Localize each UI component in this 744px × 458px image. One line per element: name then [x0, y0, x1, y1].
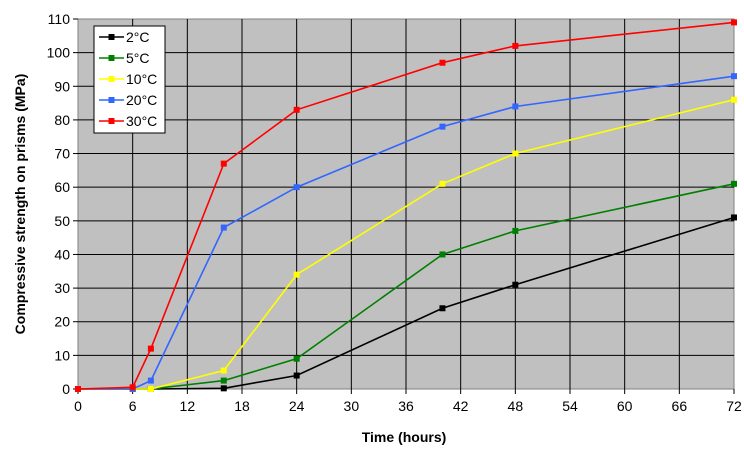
x-tick-label: 72 [726, 398, 742, 414]
legend: 2°C 5°C 10°C 20°C 30°C [93, 25, 166, 134]
legend-label: 10°C [126, 71, 157, 87]
data-point [220, 385, 227, 392]
legend-label: 2°C [126, 29, 150, 45]
grid [78, 19, 734, 389]
data-point [439, 305, 446, 312]
data-point [293, 184, 300, 191]
data-point [147, 386, 154, 392]
y-tick-label: 20 [54, 314, 70, 330]
y-tick-label: 80 [54, 112, 70, 128]
series-line [77, 21, 735, 390]
x-tick-label: 0 [74, 398, 82, 414]
data-point [439, 251, 446, 258]
data-point [731, 214, 737, 221]
data-point [293, 106, 300, 113]
data-point [147, 345, 154, 352]
series-layer [75, 19, 737, 392]
data-point [293, 271, 300, 278]
data-point [293, 372, 300, 379]
legend-swatch-marker [108, 76, 115, 82]
legend-swatch-marker [108, 55, 115, 61]
y-axis-ticks: 0 10 20 30 40 50 60 70 80 90 100 110 [47, 11, 78, 397]
x-tick-label: 12 [180, 398, 196, 414]
data-point [147, 377, 154, 384]
data-point [731, 180, 737, 187]
x-tick-label: 66 [672, 398, 688, 414]
series-4 [75, 19, 737, 392]
data-point [512, 281, 519, 288]
series-3 [75, 73, 737, 392]
data-point [293, 355, 300, 362]
x-tick-label: 36 [398, 398, 414, 414]
x-tick-label: 60 [617, 398, 633, 414]
x-tick-label: 48 [508, 398, 524, 414]
data-point [731, 19, 737, 26]
y-tick-label: 70 [54, 146, 70, 162]
y-tick-label: 30 [54, 280, 70, 296]
y-tick-label: 50 [54, 213, 70, 229]
legend-swatch-marker [108, 118, 115, 124]
data-point [220, 367, 227, 374]
x-tick-label: 42 [453, 398, 469, 414]
data-point [220, 224, 227, 231]
x-tick-label: 6 [129, 398, 137, 414]
x-tick-label: 18 [234, 398, 250, 414]
x-axis-ticks: 0 6 12 18 24 30 36 42 48 54 60 66 72 [74, 389, 742, 414]
y-tick-label: 60 [54, 179, 70, 195]
x-tick-label: 54 [562, 398, 578, 414]
y-tick-label: 40 [54, 246, 70, 262]
data-point [220, 160, 227, 167]
legend-label: 5°C [126, 50, 150, 66]
data-point [731, 73, 737, 80]
y-tick-label: 110 [48, 11, 71, 27]
data-point [439, 123, 446, 130]
x-tick-label: 30 [344, 398, 360, 414]
x-axis-title: Time (hours) [362, 429, 447, 445]
data-point [512, 42, 519, 49]
data-point [129, 384, 136, 391]
y-tick-label: 90 [54, 78, 70, 94]
legend-swatch-marker [108, 97, 115, 103]
series-line [78, 98, 735, 390]
series-line [78, 75, 735, 390]
data-point [512, 150, 519, 157]
y-tick-label: 0 [62, 381, 70, 397]
legend-swatch-marker [108, 34, 115, 40]
y-axis-title: Compressive strength on prisms (MPa) [12, 74, 28, 335]
data-point [731, 96, 737, 103]
data-point [439, 180, 446, 187]
data-point [75, 386, 81, 392]
legend-label: 30°C [126, 113, 157, 129]
data-point [512, 103, 519, 110]
x-tick-label: 24 [289, 398, 305, 414]
data-point [512, 227, 519, 234]
y-tick-label: 10 [54, 347, 70, 363]
data-point [220, 377, 227, 384]
data-point [439, 59, 446, 66]
y-tick-label: 100 [47, 45, 71, 61]
legend-label: 20°C [126, 92, 157, 108]
